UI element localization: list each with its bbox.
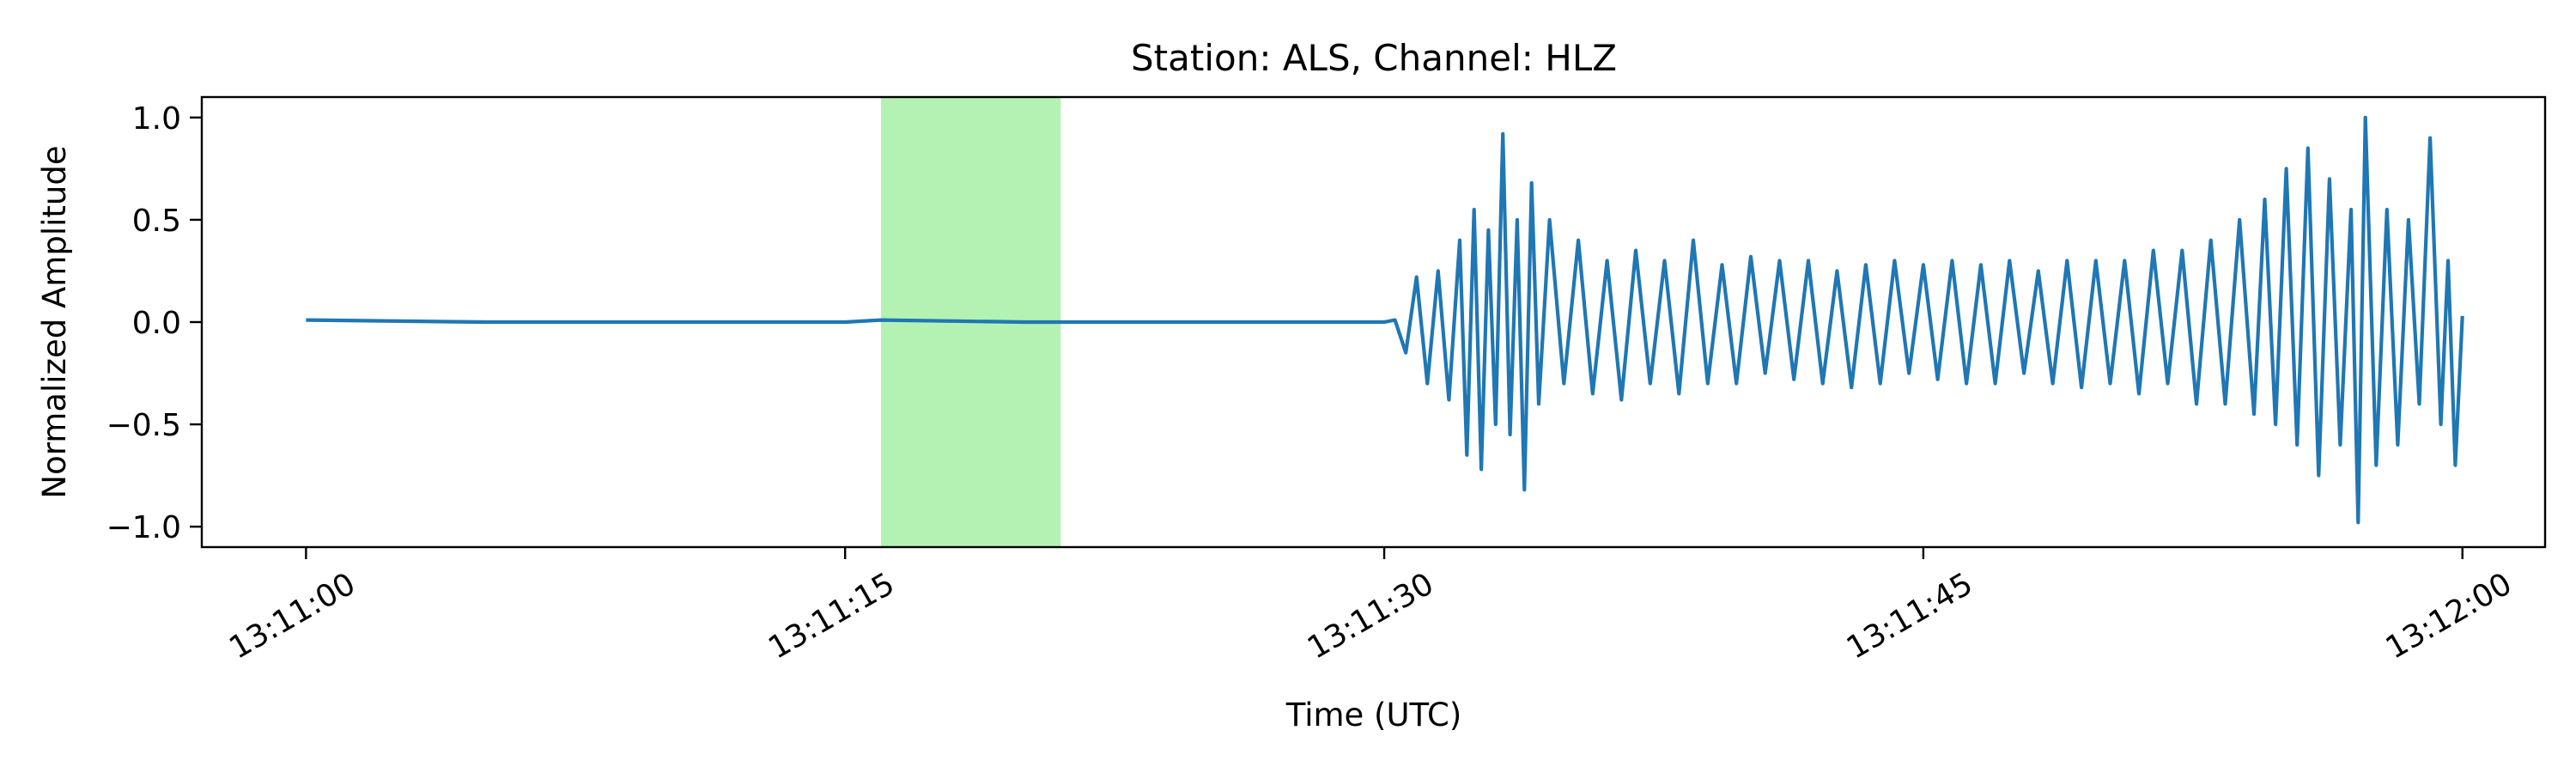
chart-title: Station: ALS, Channel: HLZ [1131,37,1617,79]
x-tick-label-2: 13:11:30 [1302,566,1440,666]
axis-ticks: 13:11:00 13:11:15 13:11:30 13:11:45 13:12:00… [106,101,2518,666]
x-tick-label-1: 13:11:15 [762,566,901,666]
x-tick-label-4: 13:12:00 [2380,566,2518,666]
y-axis-label: Normalized Amplitude [36,145,73,498]
y-tick-label-2: 0.0 [132,306,181,341]
y-tick-label-1: 0.5 [132,204,181,239]
x-tick-label-0: 13:11:00 [223,566,361,666]
plot-area [306,97,2464,547]
y-tick-label-0: 1.0 [132,101,181,137]
y-tick-label-3: −0.5 [106,408,181,443]
waveform-line-0 [306,115,2464,525]
x-tick-label-3: 13:11:45 [1841,566,1979,666]
y-tick-label-4: −1.0 [106,510,181,545]
x-axis-label: Time (UTC) [1285,697,1462,733]
